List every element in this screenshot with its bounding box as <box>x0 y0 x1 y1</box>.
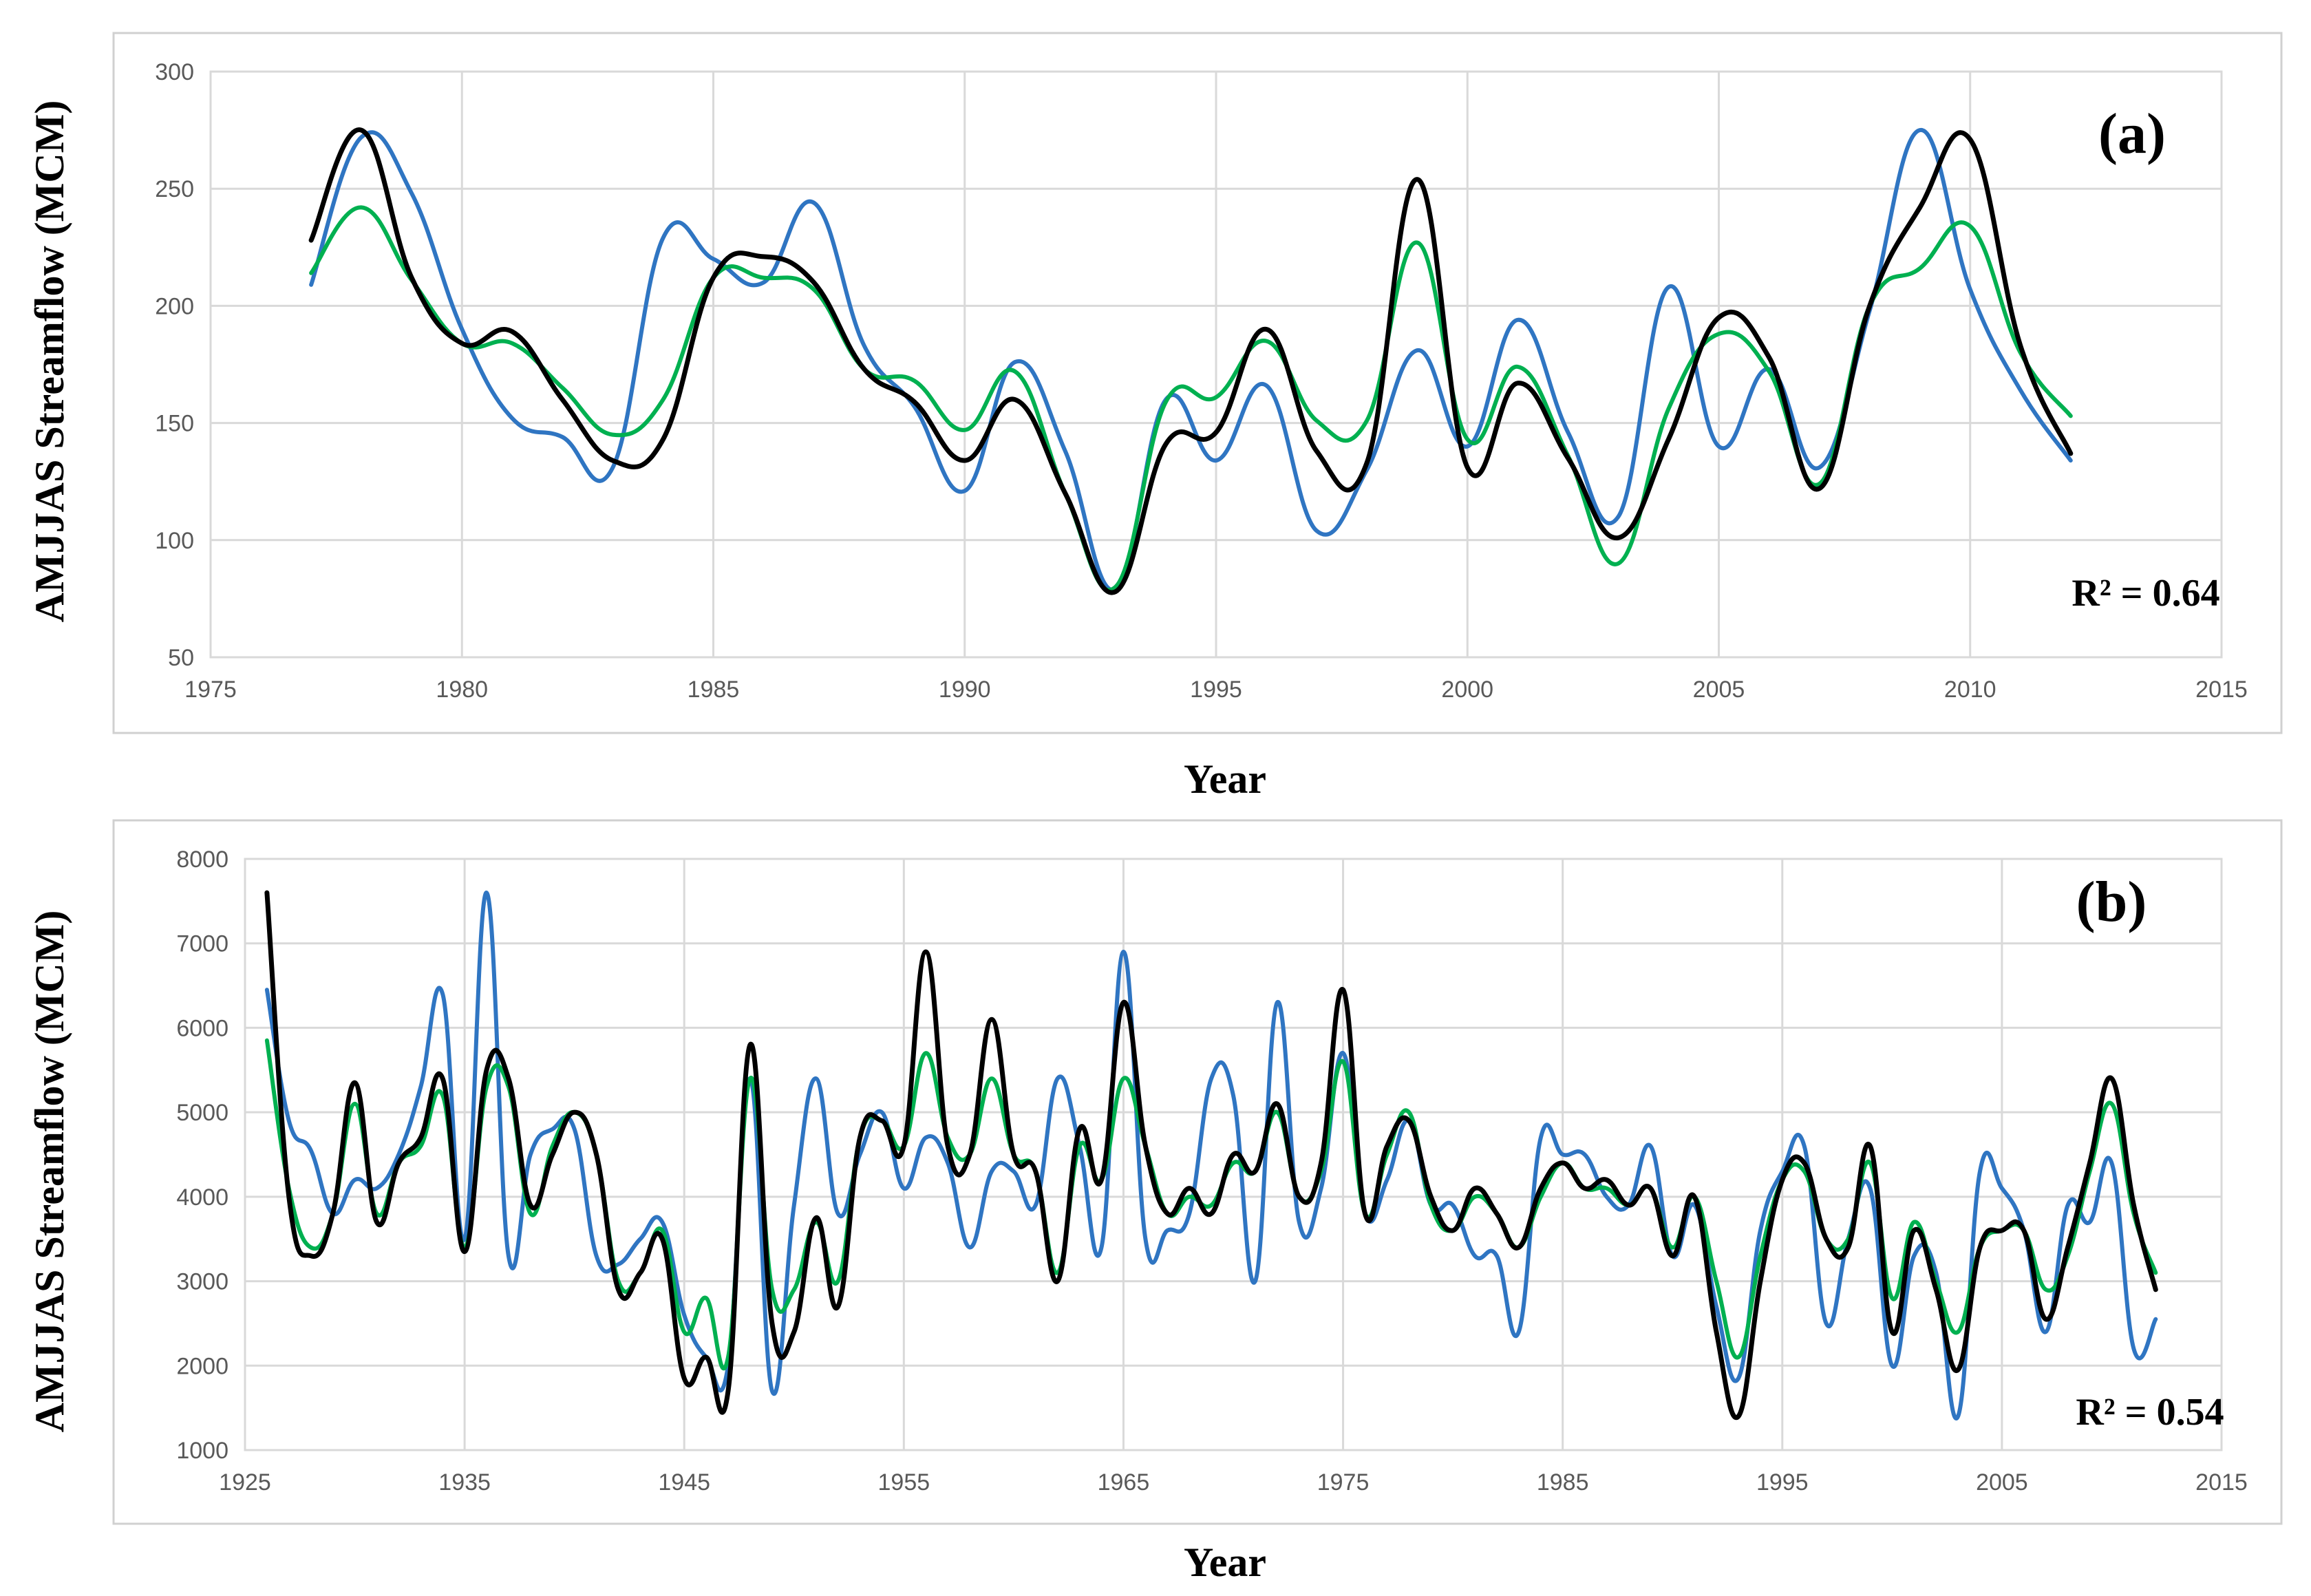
x-tick-label: 1955 <box>878 1469 930 1496</box>
y-tick-label: 100 <box>155 528 194 554</box>
x-tick-label: 2005 <box>1976 1469 2028 1496</box>
y-tick-label: 150 <box>155 411 194 437</box>
y-tick-label: 7000 <box>176 931 228 957</box>
r-squared-a: R² = 0.64 <box>2072 572 2219 615</box>
y-tick-label: 2000 <box>176 1353 228 1379</box>
panel-label-a: (a) <box>2098 102 2166 166</box>
y-tick-label: 50 <box>168 645 194 671</box>
y-tick-label: 1000 <box>176 1438 228 1464</box>
chart-panel-a: 1975 1980 1985 1990 1995 2000 2005 2010 2015 50 10… <box>27 32 2283 802</box>
series-layer-b <box>264 890 2158 1421</box>
y-tick-label: 250 <box>155 176 194 202</box>
x-tick-label: 1975 <box>1317 1469 1370 1496</box>
x-tick-label: 2015 <box>2195 677 2248 703</box>
x-tick-label: 1985 <box>1537 1469 1589 1496</box>
x-tick-label: 1975 <box>184 677 237 703</box>
series-line-black <box>308 127 2074 595</box>
y-tick-label: 200 <box>155 293 194 319</box>
x-tick-label: 1985 <box>688 677 740 703</box>
x-axis-title-a: Year <box>1184 756 1266 802</box>
panel-label-b: (b) <box>2076 870 2147 934</box>
series-line-black <box>264 890 2158 1421</box>
x-tick-label: 1995 <box>1190 677 1242 703</box>
x-tick-label: 1965 <box>1098 1469 1150 1496</box>
tick-labels-b: 1925 1935 1945 1955 1965 1975 1985 1995 2005 2015… <box>176 847 2247 1496</box>
y-tick-label: 3000 <box>176 1269 228 1295</box>
y-axis-title-b: AMJJAS Streamflow (MCM) <box>27 911 72 1433</box>
y-tick-label: 5000 <box>176 1100 228 1126</box>
r-squared-b: R² = 0.54 <box>2076 1391 2224 1434</box>
plot-area-b <box>244 858 2223 1451</box>
x-tick-label: 1925 <box>219 1469 271 1496</box>
y-tick-label: 300 <box>155 59 194 85</box>
x-tick-label: 1980 <box>436 677 488 703</box>
x-tick-label: 1935 <box>438 1469 491 1496</box>
x-tick-label: 2015 <box>2195 1469 2248 1496</box>
x-tick-label: 2005 <box>1693 677 1745 703</box>
plot-area-a <box>209 70 2223 659</box>
tick-labels-a: 1975 1980 1985 1990 1995 2000 2005 2010 2015 50 10… <box>155 59 2248 703</box>
chart-frame-a <box>112 32 2283 734</box>
x-axis-title-b: Year <box>1184 1540 1266 1585</box>
y-tick-label: 4000 <box>176 1184 228 1211</box>
y-tick-label: 8000 <box>176 847 228 873</box>
chart-panel-b: 1925 1935 1945 1955 1965 1975 1985 1995 2005 2015… <box>27 819 2283 1585</box>
x-tick-label: 2000 <box>1441 677 1493 703</box>
x-tick-label: 1995 <box>1756 1469 1809 1496</box>
series-layer-a <box>308 127 2074 595</box>
y-tick-label: 6000 <box>176 1015 228 1041</box>
y-axis-title-a: AMJJAS Streamflow (MCM) <box>27 100 72 623</box>
x-tick-label: 1945 <box>658 1469 710 1496</box>
x-tick-label: 2010 <box>1944 677 1996 703</box>
x-tick-label: 1990 <box>939 677 991 703</box>
